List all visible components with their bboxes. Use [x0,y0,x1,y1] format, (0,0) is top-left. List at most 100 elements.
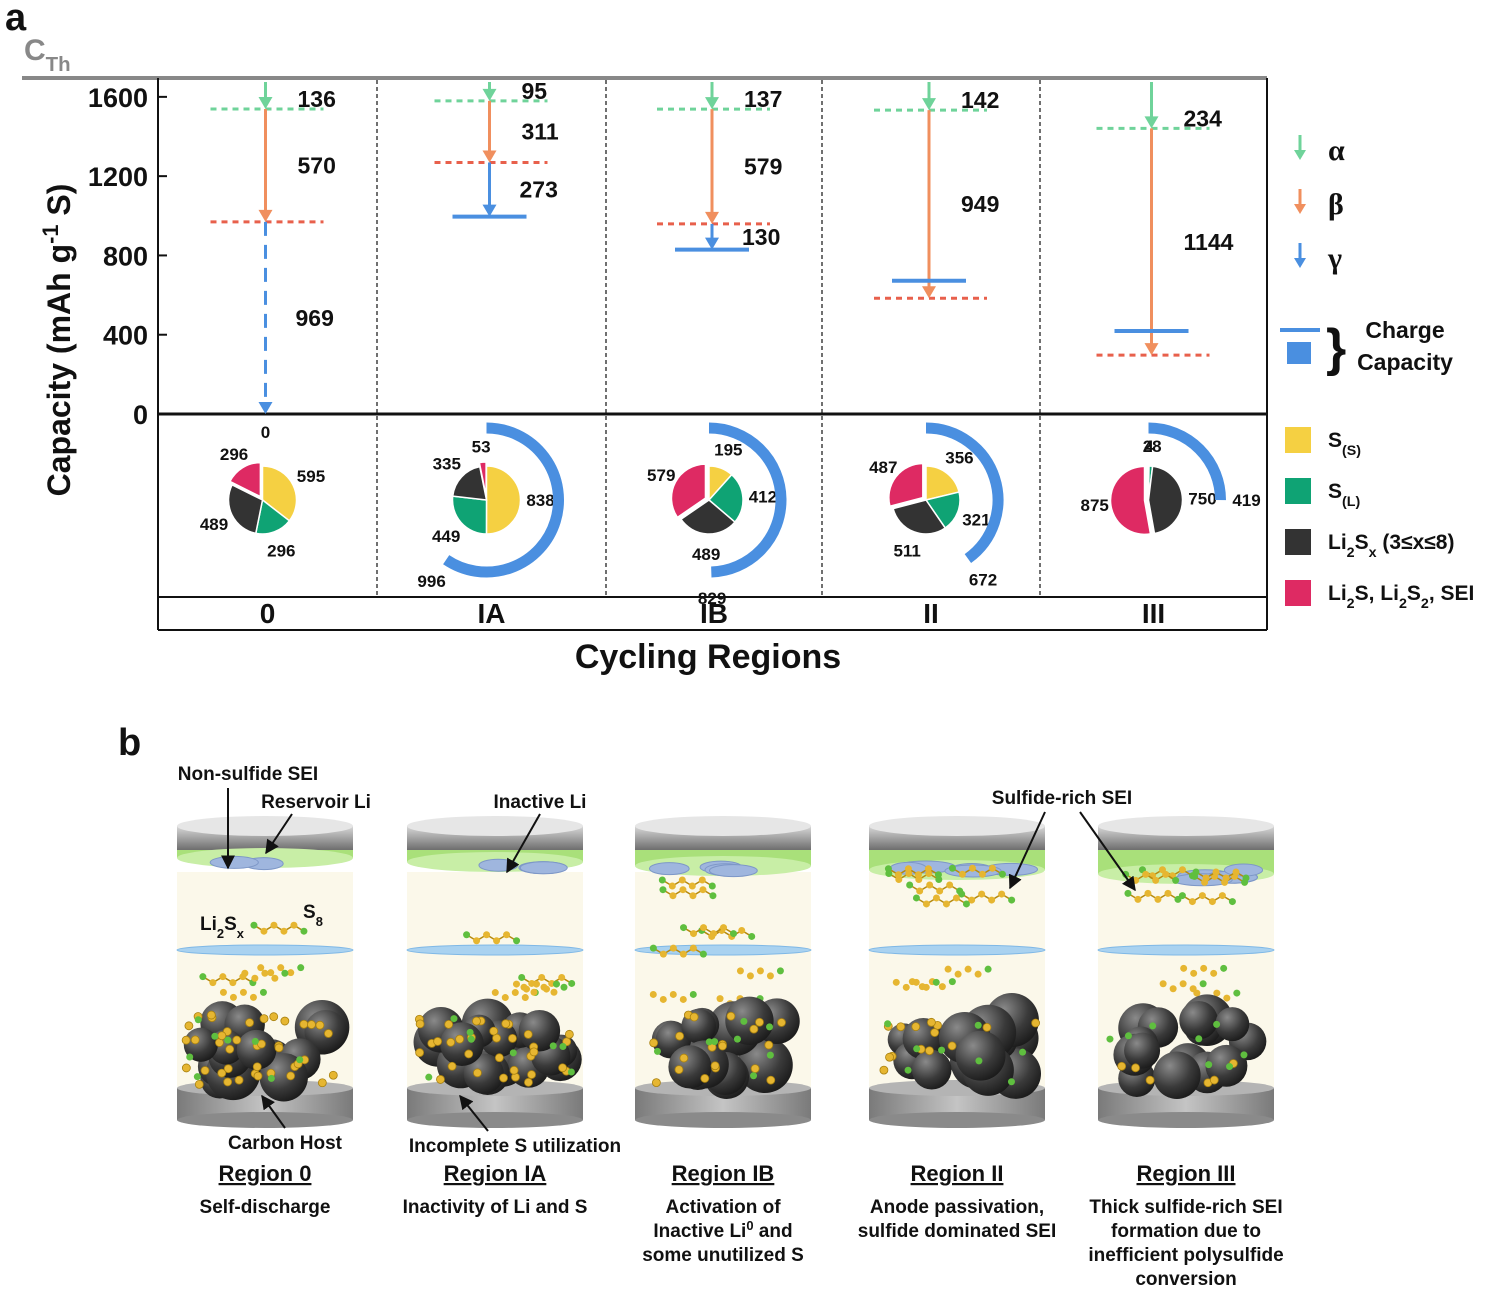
sulfur-atom [912,978,920,986]
sulfur-atom [260,927,268,935]
pie-label: 595 [297,467,325,486]
text-part: S [1407,582,1421,605]
sulfur-atom [219,973,227,981]
sulfur-dot [885,1052,894,1062]
charge-label: 419 [1232,491,1260,510]
text-part: , SEI [1429,582,1475,605]
legend-swatch [1285,529,1311,555]
sulfur-atom [968,896,976,904]
text-part: (3≤x≤8) [1377,531,1455,554]
sulfur-dot [726,1011,736,1021]
sulfur-atom [1132,876,1140,884]
pie-label: 838 [526,491,554,510]
li-dot [733,1035,741,1043]
subscript: 2 [1421,596,1429,612]
sulfur-atom [493,937,501,945]
text-part: Li [1328,582,1347,605]
legend-arrowhead [1294,204,1306,214]
sulfur-dot [494,1053,504,1063]
sulfur-atom [267,969,275,977]
lithium [1223,863,1264,877]
sulfur-atom [988,896,996,904]
sulfur-atom [984,965,992,973]
sulfur-atom [1190,969,1198,977]
sulfur-atom [1134,895,1142,903]
annotation: Reservoir Li [261,792,371,813]
sulfur-atom [932,978,940,986]
sulfur-atom [463,931,471,939]
li-dot [194,1016,202,1024]
li-dot [267,1074,275,1082]
region-title: Region 0 [219,1161,312,1186]
sulfur-dot [194,1079,204,1089]
sulfur-atom [270,921,278,929]
sulfur-atom [1162,870,1170,878]
sulfur-dot [925,1046,934,1056]
sulfur-dot [879,1065,889,1075]
sulfur-dot [501,1019,511,1029]
cap-top [1098,816,1274,836]
sulfur-dot [679,1053,689,1063]
sulfur-atom [473,937,481,945]
legend-label: S(S) [1328,429,1361,459]
text-part: S [1328,480,1342,503]
sulfur-dot [689,1012,699,1022]
sulfur-atom [649,944,657,952]
li-dot [750,1072,758,1080]
sulfur-atom [1198,892,1206,900]
charge-label: 829 [698,589,726,608]
sulfur-dot [252,1062,262,1072]
charge-ring [1148,422,1227,501]
li-dot [450,1015,458,1023]
subscript: x [1369,545,1377,561]
sulfur-dot [217,1068,227,1078]
li-dot [975,1057,983,1065]
sulfur-atom [649,990,657,998]
text-part: S, Li [1355,582,1399,605]
arrowhead [258,96,273,109]
sulfur-dot [223,1077,233,1087]
pie-slice [924,491,961,530]
cap-top [177,816,353,836]
value-label: 142 [961,87,999,113]
sulfur-atom [483,931,491,939]
separator [634,944,812,956]
region-description: formation due to [1111,1221,1261,1242]
sulfur-dot [315,1020,325,1030]
carbon-particle [955,1030,1006,1081]
sulfur-atom [934,871,942,879]
pie-label: 449 [432,527,460,546]
sulfur-atom [669,990,677,998]
sulfur-atom [730,930,738,938]
li-dot [1213,1020,1221,1028]
li-dot [509,1049,517,1057]
pie-slice [679,499,736,535]
sulfur-dot [523,1029,533,1039]
pie-label: 511 [893,542,920,561]
li-dot [466,1028,474,1036]
pie-label: 195 [714,441,742,460]
value-label: 311 [522,119,559,145]
sulfur-atom [249,993,257,1001]
sulfur-dot [777,1018,786,1027]
sulfur-atom [978,870,986,878]
sulfur-atom [964,965,972,973]
sulfur-atom [988,864,996,872]
sulfur-atom [679,950,687,958]
species-label: Li2Sx [200,914,245,941]
li-dot [974,1021,982,1029]
species-label: S8 [303,902,323,929]
pie-slice [1109,465,1152,536]
li-dot [425,1073,433,1081]
sulfur-atom [658,876,666,884]
sulfur-atom [271,974,279,982]
text-part: Capacity (mAh g [41,244,77,496]
sulfur-atom [1222,874,1230,882]
pie-label: 489 [692,545,720,564]
region-description: Inactive Li0 and [653,1218,792,1243]
sulfur-dot [718,1041,727,1051]
pie-label: 356 [945,449,973,468]
x-tick-label: IB [700,598,728,629]
li-dot [766,1023,774,1031]
sulfur-atom [1218,892,1226,900]
